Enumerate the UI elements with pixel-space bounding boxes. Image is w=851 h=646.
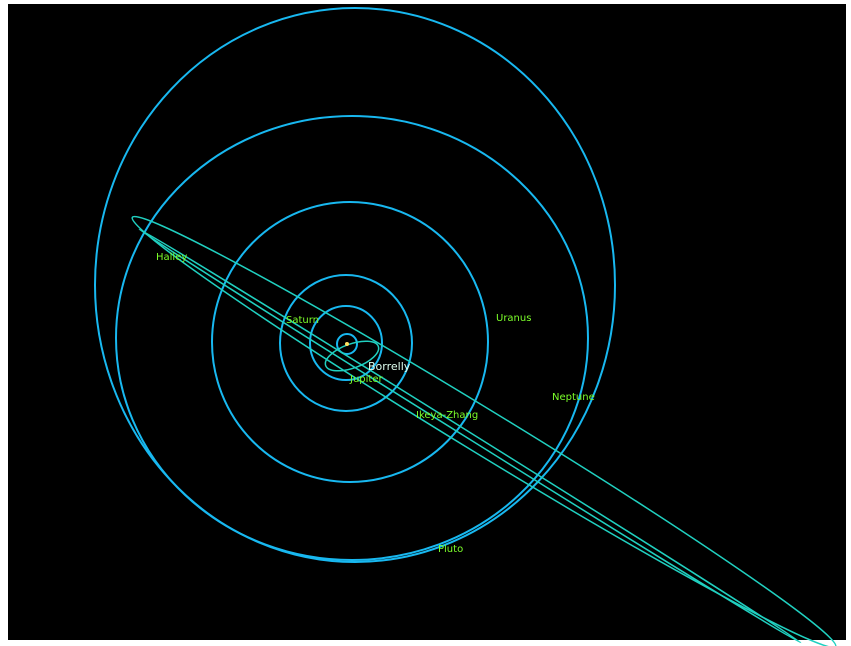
ikeya-zhang-orbit (138, 228, 802, 644)
planet-label: Pluto (438, 544, 463, 555)
halley-orbit (131, 215, 837, 646)
planet-label: Saturn (286, 315, 319, 326)
saturn-orbit (279, 274, 413, 412)
comet-label: Ikeya-Zhang (416, 410, 478, 421)
comet-label: Halley (156, 252, 187, 263)
space-background (8, 4, 846, 640)
pluto-orbit (94, 7, 616, 563)
planet-label: Uranus (496, 313, 531, 324)
planet-label: Neptune (552, 392, 595, 403)
planet-label: Jupiter (349, 374, 383, 385)
uranus-orbit (211, 201, 489, 483)
neptune-orbit (115, 115, 589, 561)
comet-label: Borrelly (368, 360, 411, 373)
sun (345, 342, 349, 346)
planet-orbits (94, 7, 616, 563)
jupiter-orbit (309, 305, 383, 381)
inner-orbit (336, 333, 358, 355)
